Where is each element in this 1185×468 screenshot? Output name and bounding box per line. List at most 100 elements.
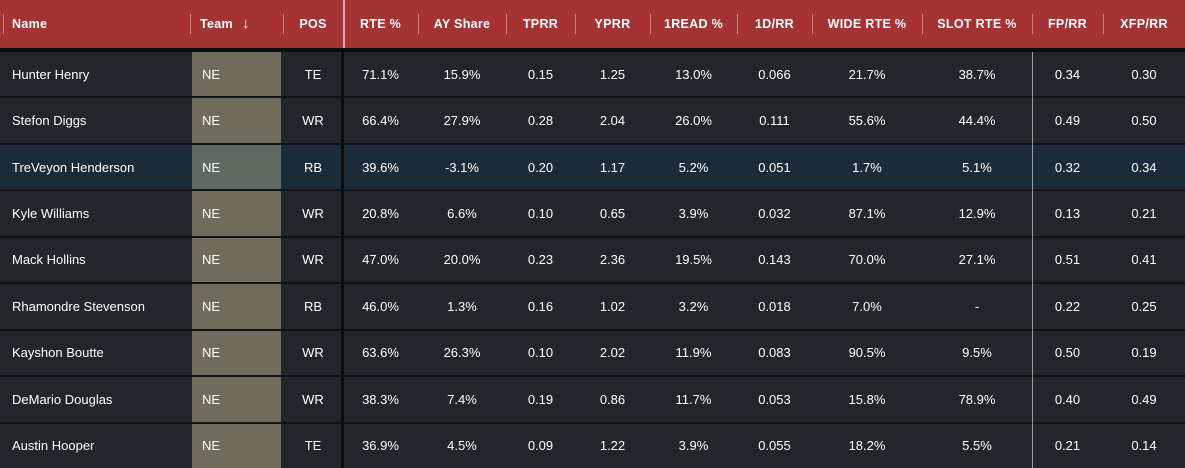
- tprr-value: 0.28: [527, 113, 554, 129]
- xfp-rr-value: 0.19: [1131, 345, 1157, 361]
- player-row[interactable]: Kyle Williams NE WR 20.8% 6.6% 0.10 0.65…: [0, 189, 1185, 236]
- 1d-rr-value: 0.055: [758, 438, 791, 454]
- 1read-pct-value: 5.2%: [678, 159, 709, 175]
- yprr-value: 1.17: [599, 159, 626, 175]
- ay-share-value: -3.1%: [445, 159, 479, 175]
- 1d-rr-value: 0.083: [758, 345, 791, 361]
- xfp-rr-value: 0.25: [1131, 298, 1157, 314]
- header-divider: [1103, 14, 1104, 34]
- xfp-rr-value: 0.34: [1131, 159, 1157, 175]
- slot-rte-pct-value: 44.4%: [958, 113, 996, 129]
- column-header-fp-rr[interactable]: FP/RR: [1032, 0, 1103, 48]
- slot-rte-pct-value: -: [974, 298, 980, 314]
- column-header-label: TPRR: [522, 17, 559, 31]
- xfp-rr-value: 0.49: [1131, 391, 1157, 407]
- yprr-value: 2.04: [599, 113, 626, 129]
- player-row[interactable]: Stefon Diggs NE WR 66.4% 27.9% 0.28 2.04…: [0, 96, 1185, 143]
- ay-share-value: 4.5%: [447, 438, 477, 454]
- 1d-rr-value: 0.066: [758, 66, 791, 82]
- fp-rr-value: 0.40: [1054, 391, 1081, 407]
- player-row[interactable]: Kayshon Boutte NE WR 63.6% 26.3% 0.10 2.…: [0, 328, 1185, 376]
- column-header-label: YPRR: [594, 17, 631, 31]
- column-header-rte-pct[interactable]: RTE %: [343, 0, 418, 48]
- yprr-value: 2.36: [599, 252, 626, 268]
- xfp-rr-value: 0.14: [1131, 438, 1157, 454]
- player-name: DeMario Douglas: [12, 391, 113, 407]
- column-header-wide-rte-pct[interactable]: WIDE RTE %: [812, 0, 922, 48]
- wide-rte-pct-value: 21.7%: [848, 66, 886, 82]
- pos-value: TE: [304, 66, 322, 82]
- player-name: Rhamondre Stevenson: [12, 298, 145, 314]
- wide-rte-pct-value: 1.7%: [852, 159, 882, 175]
- player-row[interactable]: DeMario Douglas NE WR 38.3% 7.4% 0.19 0.…: [0, 375, 1185, 422]
- fp-rr-value: 0.51: [1054, 252, 1081, 268]
- column-header-xfp-rr[interactable]: XFP/RR: [1103, 0, 1185, 48]
- header-divider: [650, 14, 651, 34]
- player-name: TreVeyon Henderson: [12, 159, 135, 175]
- player-row[interactable]: Mack Hollins NE WR 47.0% 20.0% 0.23 2.36…: [0, 235, 1185, 283]
- team-badge: NE: [192, 423, 281, 468]
- fp-rr-value: 0.34: [1054, 66, 1081, 82]
- column-header-label: FP/RR: [1048, 17, 1087, 31]
- slot-rte-pct-value: 38.7%: [958, 66, 996, 82]
- column-header-label: 1D/RR: [754, 17, 794, 31]
- xfp-rr-value: 0.50: [1131, 113, 1157, 129]
- player-row[interactable]: TreVeyon Henderson NE RB 39.6% -3.1% 0.2…: [0, 142, 1185, 190]
- tprr-value: 0.16: [527, 298, 554, 314]
- column-header-team[interactable]: Team ↓: [190, 0, 283, 48]
- 1read-pct-value: 13.0%: [675, 66, 712, 82]
- player-row[interactable]: Austin Hooper NE TE 36.9% 4.5% 0.09 1.22…: [0, 421, 1185, 468]
- player-row[interactable]: Rhamondre Stevenson NE RB 46.0% 1.3% 0.1…: [0, 282, 1185, 329]
- column-header-pos[interactable]: POS: [283, 0, 343, 48]
- yprr-value: 1.02: [599, 298, 626, 314]
- header-body-separator: [0, 48, 1185, 52]
- yprr-value: 1.22: [599, 438, 626, 454]
- column-header-1d-rr[interactable]: 1D/RR: [737, 0, 812, 48]
- wide-rte-pct-value: 55.6%: [848, 113, 886, 129]
- player-name: Hunter Henry: [12, 66, 90, 82]
- player-name: Stefon Diggs: [12, 113, 87, 129]
- column-header-1read-pct[interactable]: 1READ %: [650, 0, 737, 48]
- tprr-value: 0.10: [527, 206, 554, 222]
- team-badge: NE: [192, 191, 281, 236]
- column-header-tprr[interactable]: TPRR: [506, 0, 575, 48]
- rte-pct-value: 63.6%: [362, 345, 399, 361]
- player-row[interactable]: Hunter Henry NE TE 71.1% 15.9% 0.15 1.25…: [0, 52, 1185, 97]
- header-divider: [922, 14, 923, 34]
- team-cell: NE: [190, 98, 283, 143]
- rte-pct-value: 66.4%: [362, 113, 399, 129]
- slot-rte-pct-value: 78.9%: [958, 391, 996, 407]
- header-divider: [3, 14, 4, 34]
- column-header-label: XFP/RR: [1120, 17, 1168, 31]
- column-header-yprr[interactable]: YPRR: [575, 0, 650, 48]
- slot-rte-pct-value: 5.1%: [962, 159, 992, 175]
- column-header-ay-share[interactable]: AY Share: [418, 0, 506, 48]
- column-header-name[interactable]: Name: [0, 0, 190, 48]
- slot-rte-pct-value: 9.5%: [962, 345, 992, 361]
- pos-value: WR: [302, 206, 324, 222]
- 1read-pct-value: 19.5%: [675, 252, 712, 268]
- column-header-slot-rte-pct[interactable]: SLOT RTE %: [922, 0, 1032, 48]
- rte-pct-value: 20.8%: [362, 206, 399, 222]
- header-divider: [418, 14, 419, 34]
- pos-value: RB: [303, 298, 323, 314]
- yprr-value: 0.86: [599, 391, 626, 407]
- fp-rr-value: 0.50: [1054, 345, 1081, 361]
- column-header-label: Team: [200, 17, 233, 31]
- team-badge: NE: [192, 284, 281, 329]
- ay-share-value: 15.9%: [443, 66, 481, 82]
- sort-descending-icon[interactable]: ↓: [241, 14, 250, 32]
- player-name: Kayshon Boutte: [12, 345, 104, 361]
- slot-rte-pct-value: 27.1%: [958, 252, 996, 268]
- table-body: Hunter Henry NE TE 71.1% 15.9% 0.15 1.25…: [0, 52, 1185, 468]
- rte-pct-value: 38.3%: [362, 391, 399, 407]
- 1d-rr-value: 0.143: [758, 252, 791, 268]
- column-header-label: 1READ %: [663, 17, 724, 31]
- header-divider: [190, 14, 191, 34]
- column-header-label: POS: [299, 17, 327, 31]
- 1d-rr-value: 0.111: [759, 113, 790, 129]
- slot-rte-pct-value: 5.5%: [962, 438, 992, 454]
- ay-share-value: 6.6%: [447, 206, 477, 222]
- tprr-value: 0.20: [527, 159, 554, 175]
- 1read-pct-value: 26.0%: [675, 113, 712, 129]
